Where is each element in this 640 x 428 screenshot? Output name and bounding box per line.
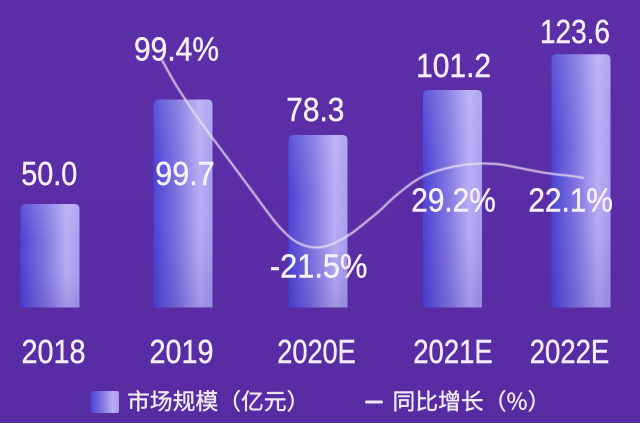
svg-text:123.6: 123.6 — [540, 13, 610, 50]
svg-text:-21.5%: -21.5% — [270, 248, 368, 285]
svg-text:2019: 2019 — [150, 333, 214, 370]
svg-text:29.2%: 29.2% — [411, 182, 496, 219]
svg-text:50.0: 50.0 — [21, 155, 77, 192]
svg-text:2022E: 2022E — [530, 333, 610, 370]
svg-text:22.1%: 22.1% — [528, 182, 613, 219]
svg-text:78.3: 78.3 — [286, 91, 344, 128]
svg-text:2020E: 2020E — [277, 333, 356, 370]
svg-text:2018: 2018 — [22, 333, 86, 370]
svg-text:99.4%: 99.4% — [134, 31, 219, 68]
svg-text:2021E: 2021E — [413, 333, 493, 370]
svg-text:99.7: 99.7 — [155, 155, 215, 192]
svg-text:101.2: 101.2 — [416, 47, 491, 84]
